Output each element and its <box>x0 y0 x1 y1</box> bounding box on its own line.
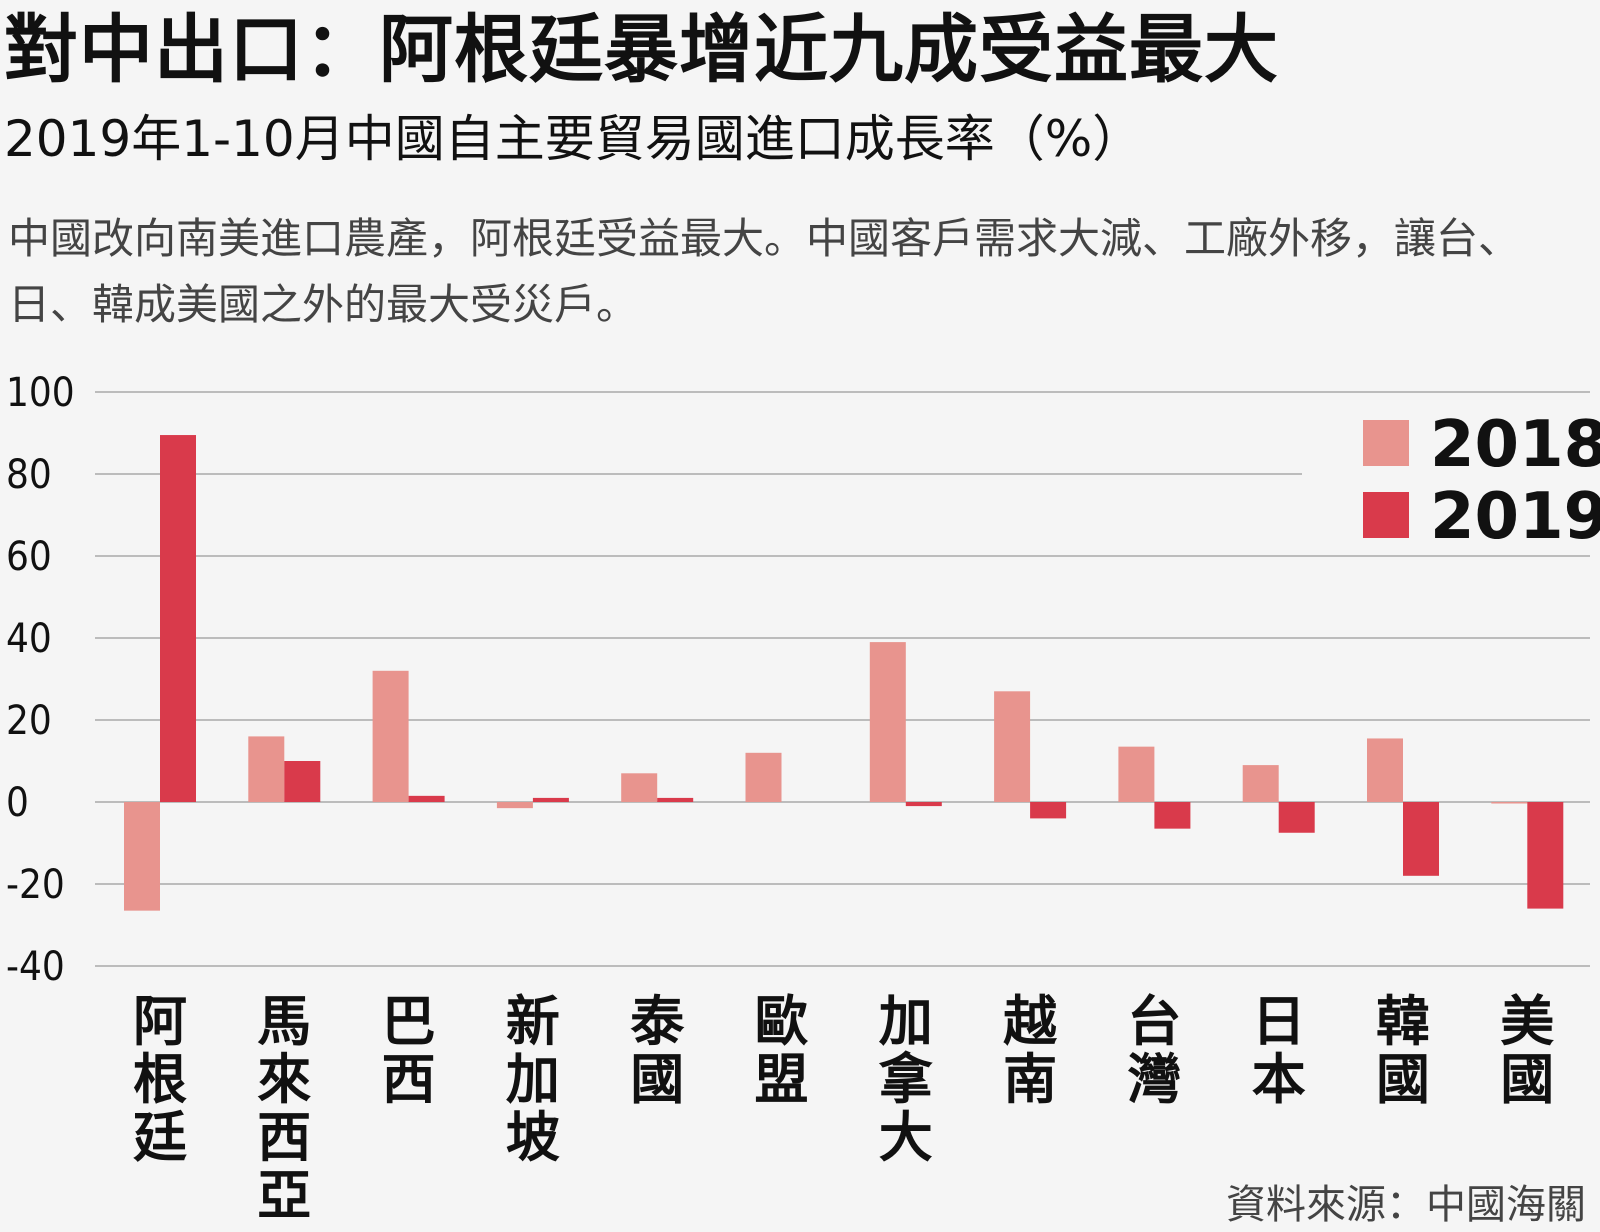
x-category-label: 韓國 <box>1376 990 1430 1111</box>
bar-2018-5 <box>745 752 782 802</box>
x-category-label: 阿根廷 <box>133 990 187 1169</box>
bar-2019-9 <box>1278 802 1315 833</box>
gridlines <box>95 391 1590 967</box>
bar-2019-2 <box>408 795 445 802</box>
y-axis: 100 80 60 40 20 0 -20 -40 <box>6 370 75 990</box>
x-category-label: 台灣 <box>1127 990 1181 1111</box>
x-category-label: 馬來西亞 <box>257 990 311 1227</box>
y-tick-label: 0 <box>6 780 29 826</box>
chart-description: 中國改向南美進口農產，阿根廷受益最大。中國客戶需求大減、工廠外移，讓台、日、韓成… <box>8 214 1521 329</box>
bar-2018-2 <box>372 670 409 802</box>
x-category-label: 新加坡 <box>506 990 560 1169</box>
bar-2018-4 <box>621 773 658 802</box>
y-tick-label: 40 <box>6 616 52 662</box>
bar-2019-4 <box>657 797 694 802</box>
source-note: 資料來源：中國海關 <box>1226 1182 1586 1228</box>
legend-swatch-2018 <box>1363 420 1409 466</box>
y-tick-label: 20 <box>6 698 52 744</box>
x-category-label: 歐盟 <box>755 990 809 1111</box>
y-tick-label: 100 <box>6 370 75 416</box>
bar-2019-8 <box>1154 802 1191 829</box>
bar-2018-10 <box>1367 738 1403 802</box>
y-tick-label: -20 <box>6 862 65 908</box>
y-tick-label: 60 <box>6 534 52 580</box>
bar-2018-8 <box>1118 746 1155 802</box>
chart-subtitle: 2019年1-10月中國自主要貿易國進口成長率（%） <box>4 110 1143 168</box>
y-tick-label: -40 <box>6 944 65 990</box>
bar-2018-6 <box>869 642 906 802</box>
bar-2018-7 <box>994 691 1031 802</box>
bar-2018-9 <box>1242 765 1279 802</box>
x-category-label: 越南 <box>1003 990 1058 1111</box>
bar-2019-6 <box>905 802 942 807</box>
x-category-label: 美國 <box>1500 990 1554 1111</box>
bar-2018-0 <box>124 802 160 911</box>
x-category-label: 加拿大 <box>879 990 933 1169</box>
bar-2019-3 <box>532 797 569 802</box>
x-category-label: 泰國 <box>630 990 685 1111</box>
bar-2019-11 <box>1527 802 1564 909</box>
x-category-label: 巴西 <box>382 990 436 1111</box>
legend-swatch-2019 <box>1363 492 1409 538</box>
y-tick-label: 80 <box>6 452 52 498</box>
bar-2018-3 <box>496 802 533 809</box>
bar-2019-7 <box>1030 802 1067 819</box>
legend-label-2019: 2019 <box>1430 480 1600 554</box>
bar-2019-10 <box>1403 802 1439 876</box>
chart-title: 對中出口：阿根廷暴增近九成受益最大 <box>4 7 1279 93</box>
legend-label-2018: 2018 <box>1430 408 1600 482</box>
bar-2019-1 <box>284 761 321 802</box>
bar-2018-11 <box>1491 802 1528 804</box>
bar-2018-1 <box>248 736 285 802</box>
bars <box>124 435 1564 911</box>
bar-2019-0 <box>160 435 196 802</box>
x-category-label: 日本 <box>1252 990 1306 1111</box>
